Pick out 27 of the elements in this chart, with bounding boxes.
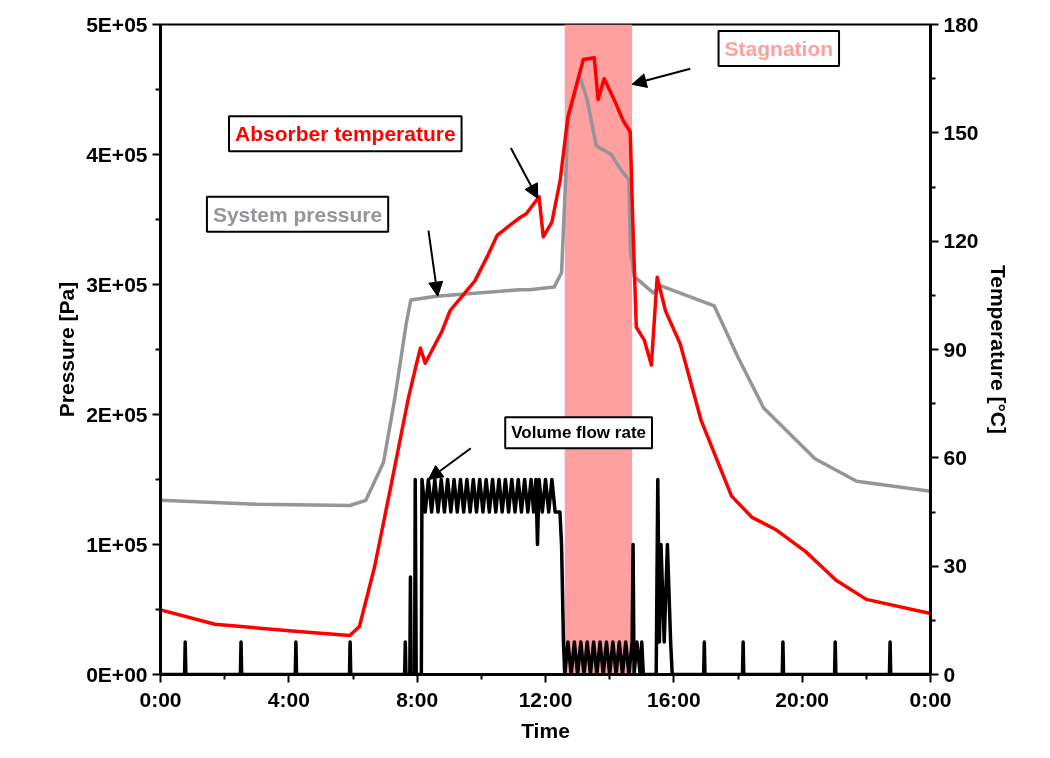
y2-tick-label: 90: [943, 337, 967, 361]
y-tick-label: 3E+05: [86, 273, 148, 296]
x-tick-label: 16:00: [646, 687, 701, 711]
x-tick-label: 0:00: [139, 687, 182, 711]
band-label: Stagnation: [724, 37, 834, 61]
y2-tick-label: 30: [943, 554, 967, 578]
y2-tick-label: 150: [943, 120, 979, 144]
y2-tick-label: 0: [943, 662, 956, 686]
y-tick-label: 0E+00: [86, 663, 148, 686]
y-tick-label: 2E+05: [86, 403, 148, 426]
x-axis-title: Time: [521, 718, 570, 742]
x-tick-label: 20:00: [775, 687, 830, 711]
x-tick-label: 12:00: [518, 687, 573, 711]
y-tick-label: 1E+05: [86, 533, 148, 556]
text: Absorber temperature: [235, 122, 456, 146]
y2-axis-title: Temperature [°C]: [986, 264, 1010, 435]
y-tick-label: 5E+05: [86, 13, 148, 36]
y-tick-label: 4E+05: [86, 143, 148, 166]
text: Volume flow rate: [511, 423, 646, 443]
text: System pressure: [212, 202, 383, 226]
y-axis-title: Pressure [Pa]: [55, 281, 79, 418]
y2-tick-label: 180: [943, 12, 979, 36]
x-tick-label: 8:00: [396, 687, 439, 711]
x-tick-label: 4:00: [267, 687, 310, 711]
y2-tick-label: 120: [943, 229, 979, 253]
y2-tick-label: 60: [943, 445, 967, 469]
x-tick-label: 0:00: [909, 687, 952, 711]
